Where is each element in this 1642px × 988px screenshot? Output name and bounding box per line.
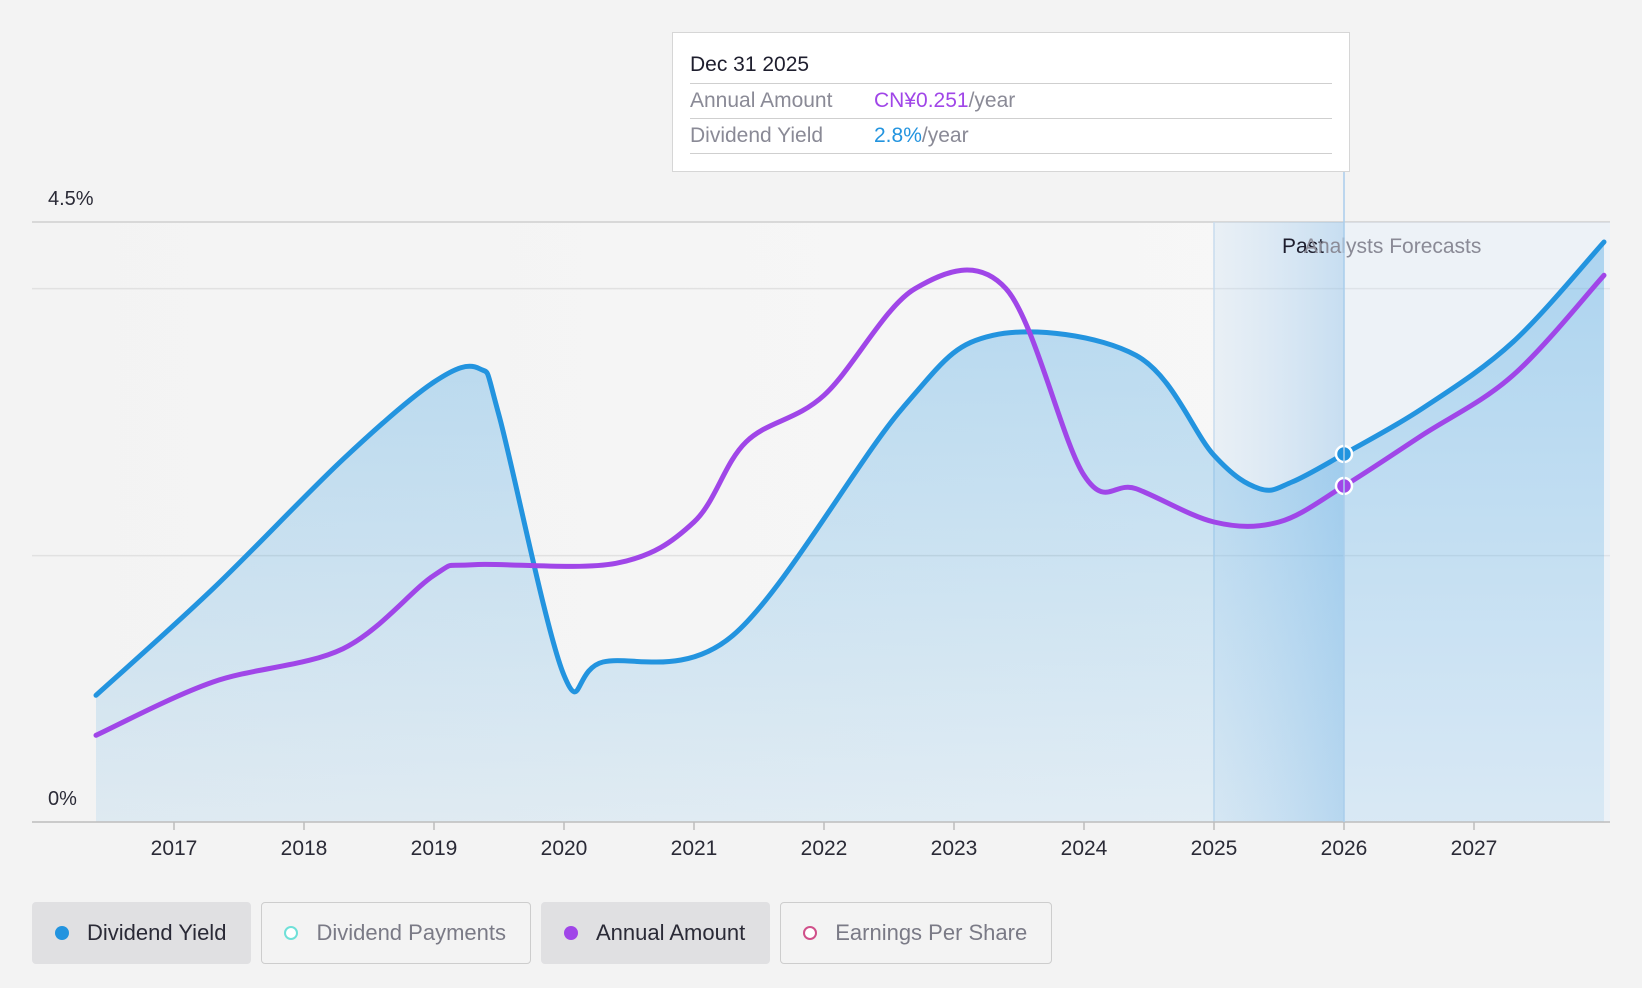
x-tick-label: 2017 <box>151 837 198 860</box>
y-tick-label-bottom: 0% <box>48 788 77 810</box>
tooltip-date: Dec 31 2025 <box>690 47 1332 84</box>
tooltip-annual-value: CN¥0.251 <box>874 89 969 112</box>
tooltip: Dec 31 2025 Annual Amount CN¥0.251 /year… <box>672 32 1350 172</box>
legend-label: Dividend Payments <box>316 920 506 945</box>
axes: 2017 2018 2019 2020 2021 2022 2023 2024 2025 2026… <box>32 188 1610 860</box>
past-label: Past <box>1282 235 1324 258</box>
legend-dot-icon <box>803 926 818 940</box>
forecast-label: Analysts Forecasts <box>1304 235 1481 258</box>
x-tick-label: 2019 <box>411 837 458 860</box>
legend-label: Earnings Per Share <box>835 920 1028 945</box>
series-areas <box>96 242 1604 822</box>
x-tick-label: 2023 <box>931 837 978 860</box>
legend-dot-icon <box>55 926 69 940</box>
x-tick-label: 2025 <box>1191 837 1238 860</box>
dividend-yield-area <box>96 242 1604 822</box>
x-tick-label: 2024 <box>1061 837 1108 860</box>
legend-annual-amount-button[interactable]: Annual Amount <box>540 902 771 964</box>
x-tick-label: 2020 <box>541 837 588 860</box>
x-tick-label: 2021 <box>671 837 718 860</box>
legend-label: Annual Amount <box>595 920 746 945</box>
x-tick-label: 2018 <box>281 837 328 860</box>
legend: Dividend Yield Dividend Payments Annual Am… <box>32 902 1053 964</box>
tooltip-row-yield: Dividend Yield 2.8% /year <box>690 119 1332 154</box>
legend-dividend-yield-button[interactable]: Dividend Yield <box>32 902 252 964</box>
legend-dot-icon <box>563 926 578 940</box>
tooltip-annual-unit: /year <box>968 89 1016 112</box>
legend-earnings-per-share-button[interactable]: Earnings Per Share <box>780 902 1053 964</box>
tooltip-yield-label: Dividend Yield <box>690 124 824 147</box>
tooltip-yield-unit: /year <box>921 124 969 147</box>
legend-label: Dividend Yield <box>87 920 227 945</box>
tooltip-yield-value: 2.8% <box>874 124 922 147</box>
tooltip-annual-label: Annual Amount <box>690 89 833 112</box>
x-tick-label: 2027 <box>1451 837 1498 860</box>
x-tick-label: 2022 <box>801 837 848 860</box>
legend-dot-icon <box>284 926 299 940</box>
y-tick-label-top: 4.5% <box>48 188 94 210</box>
tooltip-row-annual: Annual Amount CN¥0.251 /year <box>690 84 1332 119</box>
x-tick-label: 2026 <box>1321 837 1368 860</box>
legend-dividend-payments-button[interactable]: Dividend Payments <box>261 902 531 964</box>
